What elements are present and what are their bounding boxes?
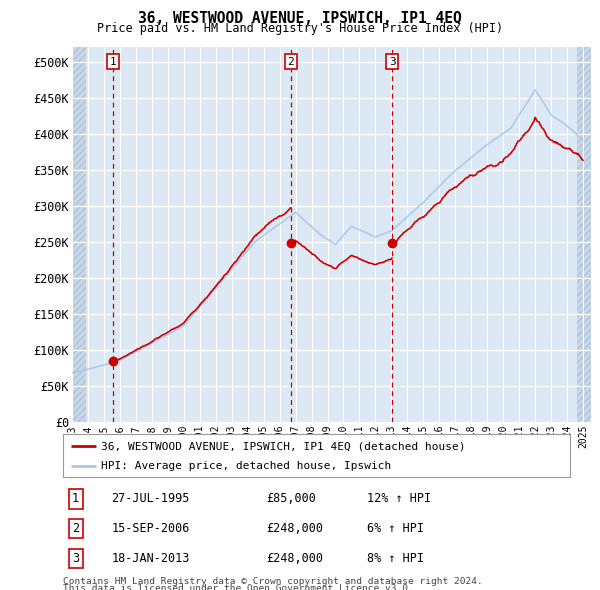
- Text: 15-SEP-2006: 15-SEP-2006: [111, 522, 190, 535]
- Text: 2: 2: [72, 522, 79, 535]
- Text: £85,000: £85,000: [266, 492, 316, 505]
- Bar: [577, 47, 591, 422]
- Text: 18-JAN-2013: 18-JAN-2013: [111, 552, 190, 565]
- Text: 12% ↑ HPI: 12% ↑ HPI: [367, 492, 431, 505]
- Text: 1: 1: [110, 57, 116, 67]
- Text: Contains HM Land Registry data © Crown copyright and database right 2024.: Contains HM Land Registry data © Crown c…: [63, 577, 483, 586]
- Text: 27-JUL-1995: 27-JUL-1995: [111, 492, 190, 505]
- Text: 36, WESTWOOD AVENUE, IPSWICH, IP1 4EQ (detached house): 36, WESTWOOD AVENUE, IPSWICH, IP1 4EQ (d…: [101, 441, 466, 451]
- Text: 8% ↑ HPI: 8% ↑ HPI: [367, 552, 424, 565]
- Text: 36, WESTWOOD AVENUE, IPSWICH, IP1 4EQ: 36, WESTWOOD AVENUE, IPSWICH, IP1 4EQ: [138, 11, 462, 25]
- Bar: [72, 47, 86, 422]
- Text: 6% ↑ HPI: 6% ↑ HPI: [367, 522, 424, 535]
- Text: £248,000: £248,000: [266, 552, 323, 565]
- Text: 3: 3: [72, 552, 79, 565]
- Text: This data is licensed under the Open Government Licence v3.0.: This data is licensed under the Open Gov…: [63, 584, 414, 590]
- Text: Price paid vs. HM Land Registry's House Price Index (HPI): Price paid vs. HM Land Registry's House …: [97, 22, 503, 35]
- Text: 1: 1: [72, 492, 79, 505]
- Text: HPI: Average price, detached house, Ipswich: HPI: Average price, detached house, Ipsw…: [101, 461, 391, 471]
- Text: 2: 2: [287, 57, 295, 67]
- Text: £248,000: £248,000: [266, 522, 323, 535]
- Text: 3: 3: [389, 57, 395, 67]
